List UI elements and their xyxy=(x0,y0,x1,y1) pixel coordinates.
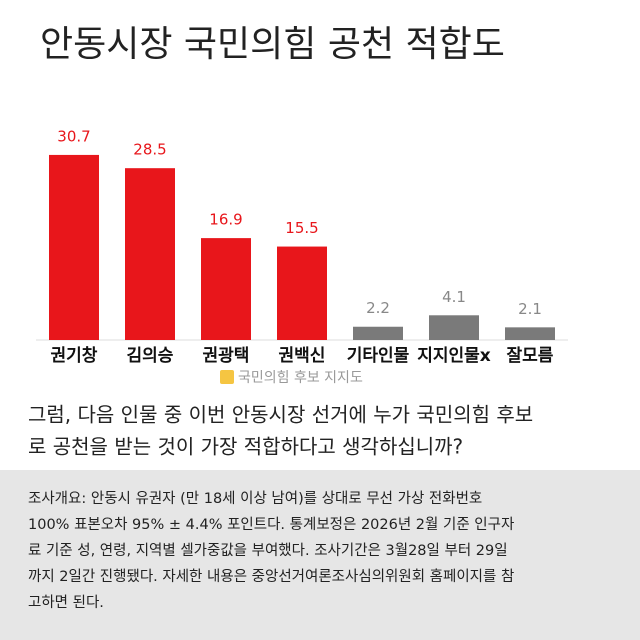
value-label: 4.1 xyxy=(442,288,466,306)
bar xyxy=(201,238,251,340)
value-label: 16.9 xyxy=(209,211,242,229)
x-tick-label: 잘모름 xyxy=(507,345,554,366)
bar xyxy=(277,246,327,340)
question: 그럼, 다음 인물 중 이번 안동시장 선거에 누가 국민의힘 후보 xyxy=(28,403,533,427)
legend-swatch xyxy=(220,370,234,384)
value-label: 2.2 xyxy=(366,299,390,317)
x-tick-label: 권광택 xyxy=(203,346,250,366)
x-tick-label: 지지인물x xyxy=(417,346,491,366)
value-label: 2.1 xyxy=(518,300,542,318)
bar xyxy=(49,154,99,340)
note-box xyxy=(0,470,640,640)
bar xyxy=(505,327,555,340)
note: 고하면 된다. xyxy=(28,594,104,611)
note: 까지 2일간 진행됐다. 자세한 내용은 중앙선거여론조사심의위원회 홈페이지를… xyxy=(28,568,514,585)
value-label: 15.5 xyxy=(285,219,318,237)
note: 료 기준 성, 연령, 지역별 셀가중값을 부여했다. 조사기간은 3월28일 … xyxy=(28,542,508,559)
bar xyxy=(125,168,175,340)
bar xyxy=(429,315,479,340)
legend-label: 국민의힘 후보 지지도 xyxy=(238,370,363,386)
x-tick-label: 권백신 xyxy=(279,346,326,366)
x-tick-label: 기타인물 xyxy=(347,346,410,366)
bar xyxy=(353,326,403,340)
note: 조사개요: 안동시 유권자 (만 18세 이상 남여)를 상대로 무선 가상 전… xyxy=(28,490,482,507)
note: 100% 표본오차 95% ± 4.4% 포인트다. 통계보정은 2026년 2… xyxy=(28,516,514,533)
x-tick-label: 김의승 xyxy=(127,346,174,366)
chart-title: 안동시장 국민의힘 공천 적합도 xyxy=(40,24,505,65)
value-label: 30.7 xyxy=(57,127,90,145)
value-label: 28.5 xyxy=(133,141,166,159)
question: 로 공천을 받는 것이 가장 적합하다고 생각하십니까? xyxy=(28,435,463,459)
x-tick-label: 권기창 xyxy=(51,346,98,366)
